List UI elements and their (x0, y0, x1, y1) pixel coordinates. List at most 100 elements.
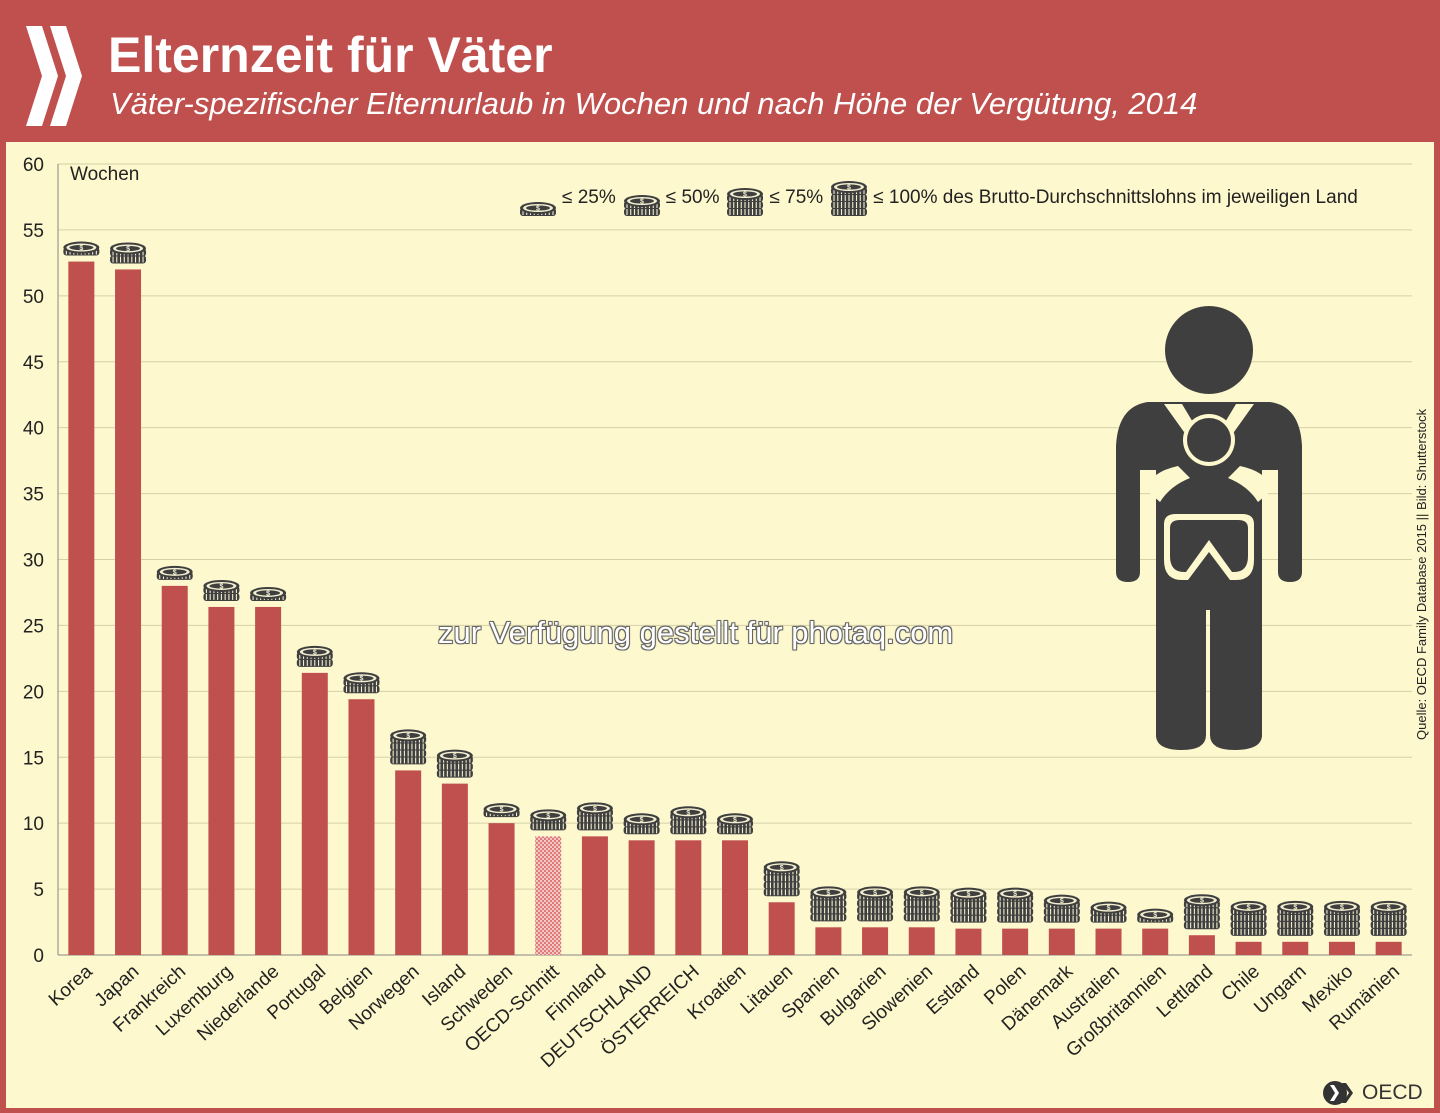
legend-item: $ ≤ 100% des Brutto-Durchschnittslohns im… (829, 178, 1358, 218)
y-tick-label: 60 (23, 155, 44, 176)
bar-finnland (581, 836, 608, 955)
svg-text:$: $ (1387, 904, 1391, 911)
payment-coins-icon: $ (1277, 900, 1314, 936)
svg-text:$: $ (686, 810, 690, 817)
payment-coins-icon: $ (810, 886, 847, 922)
svg-text:$: $ (1247, 904, 1251, 911)
bar-litauen (768, 902, 795, 955)
oecd-chevron-icon (1323, 1081, 1353, 1105)
svg-text:$: $ (126, 246, 130, 253)
y-tick-label: 20 (23, 682, 44, 703)
oecd-logo-text: OECD (1362, 1081, 1423, 1104)
bar-japan (115, 269, 142, 955)
payment-coins-icon: $ (390, 729, 427, 765)
svg-text:$: $ (173, 569, 177, 576)
payment-coins-icon: $ (857, 886, 894, 922)
svg-text:$: $ (640, 199, 644, 206)
chart-subtitle: Väter-spezifischer Elternurlaub in Woche… (110, 86, 1198, 121)
father-baby-icon (1116, 306, 1302, 750)
payment-coins-icon: $ (576, 802, 613, 831)
legend-label: ≤ 50% (665, 187, 720, 208)
svg-text:$: $ (593, 806, 597, 813)
oecd-chevrons-icon (26, 26, 82, 126)
legend-label: ≤ 75% (769, 187, 824, 208)
bar-österreich (675, 840, 702, 955)
payment-coins-icon: $ (483, 803, 520, 818)
payment-coins-icon: $ (1137, 908, 1174, 923)
bar-island (441, 783, 468, 955)
svg-text:$: $ (1200, 898, 1204, 905)
payment-coins-icon: $ (110, 242, 147, 264)
payment-coins-icon: $ (623, 195, 660, 216)
bar-rumänien (1375, 941, 1402, 955)
x-tick-label: Korea (45, 961, 97, 1011)
bar-luxemburg (208, 606, 235, 955)
svg-text:$: $ (744, 192, 748, 199)
bar-australien (1095, 928, 1122, 955)
source-note: Quelle: OECD Family Database 2015 || Bil… (1414, 408, 1429, 740)
svg-text:$: $ (780, 865, 784, 872)
y-tick-label: 0 (33, 946, 44, 967)
svg-text:$: $ (826, 890, 830, 897)
payment-coins-icon: $ (831, 181, 868, 216)
svg-text:$: $ (266, 590, 270, 597)
svg-text:$: $ (546, 813, 550, 820)
svg-text:$: $ (640, 817, 644, 824)
x-tick-label: Ungarn (1250, 961, 1310, 1018)
svg-text:$: $ (1107, 905, 1111, 912)
payment-coins-icon: $ (903, 886, 940, 922)
svg-text:$: $ (733, 817, 737, 824)
y-tick-label: 25 (23, 616, 44, 637)
bar-frankreich (161, 585, 188, 955)
legend: $ ≤ 25% $ ≤ 50% $ ≤ 75% $ ≤ 100% des Brutto-Dur… (518, 180, 1364, 216)
y-tick-label: 35 (23, 485, 44, 506)
legend-label: ≤ 100% des Brutto-Durchschnittslohns im … (873, 187, 1358, 208)
legend-item: $ ≤ 75% (725, 178, 823, 218)
payment-coins-icon: $ (436, 749, 473, 778)
svg-text:$: $ (1013, 891, 1017, 898)
y-tick-label: 5 (33, 880, 44, 901)
oecd-logo: OECD (1322, 1080, 1423, 1106)
header: Elternzeit für Väter Väter-spezifischer … (0, 0, 1440, 142)
svg-text:$: $ (920, 890, 924, 897)
payment-coins-icon: $ (343, 672, 380, 694)
payment-coins-icon: $ (250, 586, 287, 601)
bar-norwegen (395, 770, 422, 955)
y-axis-label: Wochen (70, 164, 140, 185)
y-tick-label: 50 (23, 287, 44, 308)
bar-oecd-schnitt (535, 836, 562, 955)
coin-stack-icon: $ (520, 202, 556, 216)
bar-spanien (815, 927, 842, 955)
payment-coins-icon: $ (296, 645, 333, 667)
svg-text:$: $ (1293, 904, 1297, 911)
svg-text:$: $ (79, 245, 83, 252)
bar-polen (1002, 928, 1029, 955)
bar-estland (955, 928, 982, 955)
svg-text:$: $ (453, 753, 457, 760)
legend-label: ≤ 25% (562, 187, 616, 208)
y-tick-label: 10 (23, 814, 44, 835)
bar-korea (68, 261, 95, 956)
bar-dänemark (1048, 928, 1075, 955)
payment-coins-icon: $ (1183, 894, 1220, 930)
payment-coins-icon: $ (623, 813, 660, 835)
payment-coins-icon: $ (530, 809, 567, 831)
y-tick-label: 55 (23, 221, 44, 242)
bar-niederlande (255, 606, 282, 955)
svg-text:$: $ (500, 807, 504, 814)
y-tick-label: 40 (23, 419, 44, 440)
bar-slowenien (908, 927, 935, 955)
payment-coins-icon: $ (1043, 894, 1080, 923)
bar-schweden (488, 823, 515, 955)
payment-coins-icon: $ (520, 202, 556, 216)
svg-text:$: $ (1153, 912, 1157, 919)
payment-coins-icon: $ (763, 861, 800, 897)
coin-stack-icon: $ (623, 195, 660, 216)
coin-stack-icon: $ (831, 181, 868, 216)
payment-coins-icon: $ (63, 241, 100, 256)
svg-text:$: $ (360, 676, 364, 683)
svg-text:$: $ (406, 733, 410, 740)
svg-text:$: $ (313, 649, 317, 656)
payment-coins-icon: $ (1323, 900, 1360, 936)
